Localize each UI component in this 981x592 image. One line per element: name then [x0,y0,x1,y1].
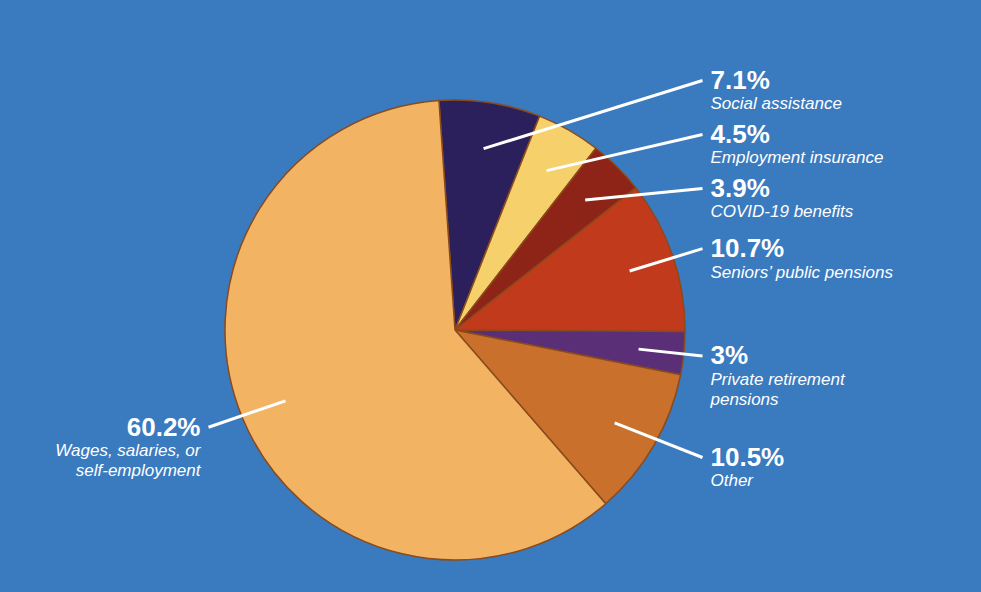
svg-text:60.2%: 60.2% [127,412,201,442]
svg-text:Employment insurance: Employment insurance [711,148,884,167]
svg-text:4.5%: 4.5% [711,119,770,149]
svg-text:3%: 3% [711,340,749,370]
svg-text:3.9%: 3.9% [711,173,770,203]
svg-text:Other: Other [711,471,755,490]
svg-text:Social assistance: Social assistance [711,94,842,113]
svg-text:7.1%: 7.1% [711,65,770,95]
svg-text:10.5%: 10.5% [711,442,785,472]
svg-text:COVID-19 benefits: COVID-19 benefits [711,202,854,221]
svg-text:10.7%: 10.7% [711,233,785,263]
svg-text:Private retirementpensions: Private retirementpensions [710,370,846,409]
svg-text:Wages, salaries, orself-employ: Wages, salaries, orself-employment [55,441,202,480]
svg-text:Seniors’ public pensions: Seniors’ public pensions [711,263,894,282]
